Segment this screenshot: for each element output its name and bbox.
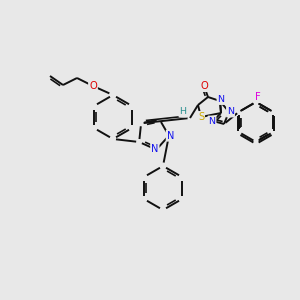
Text: N: N	[208, 116, 215, 125]
Text: H: H	[179, 107, 187, 116]
Text: O: O	[200, 81, 208, 91]
Text: O: O	[89, 81, 97, 91]
Text: S: S	[198, 112, 204, 122]
Text: N: N	[167, 131, 174, 141]
Text: N: N	[218, 95, 224, 104]
Text: F: F	[255, 92, 261, 102]
Text: N: N	[151, 144, 158, 154]
Text: N: N	[227, 107, 234, 116]
